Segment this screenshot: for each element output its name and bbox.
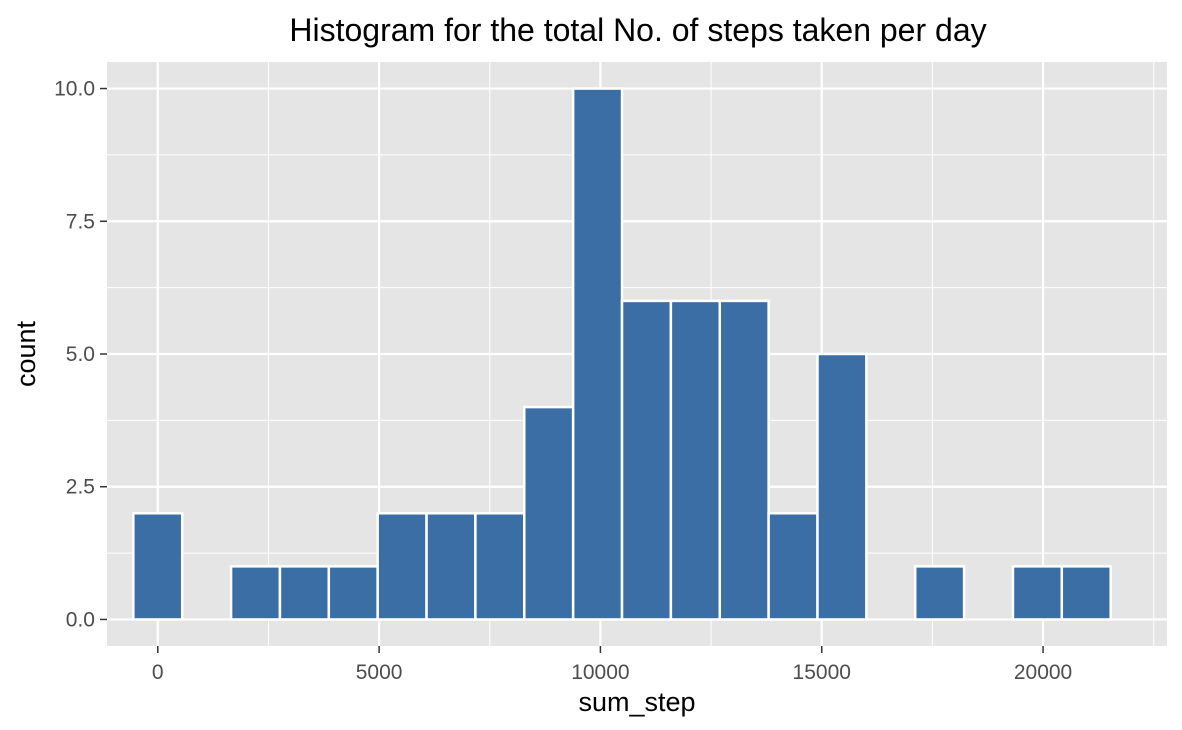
histogram-bar [425,512,477,621]
x-axis-label: sum_step [578,687,695,717]
y-axis-label: count [11,320,41,387]
x-tick-label: 10000 [571,661,629,684]
histogram-bar [1011,565,1064,621]
y-tick-label: 10.0 [54,78,95,101]
y-tick-label: 0.0 [66,608,95,631]
y-tick-label: 5.0 [66,343,95,366]
histogram-bar [913,565,966,621]
y-tick-label: 7.5 [66,210,95,233]
x-axis-ticks: 0 5000 10000 15000 20000 [152,646,1072,684]
histogram-bar [767,512,819,621]
histogram-bar [278,565,331,621]
bars [132,87,1112,621]
histogram-bar [132,512,184,621]
chart-title: Histogram for the total No. of steps tak… [289,12,986,48]
y-tick-label: 2.5 [66,476,95,499]
histogram-bar [327,565,379,621]
histogram-bar [474,512,526,621]
histogram-bar [376,512,428,621]
histogram-bar [571,87,624,621]
y-axis-ticks: 0.0 2.5 5.0 7.5 10.0 [54,78,107,631]
histogram-bar [669,299,722,621]
x-tick-label: 20000 [1014,661,1072,684]
x-tick-label: 5000 [356,661,403,684]
x-tick-label: 0 [152,661,164,684]
histogram-bar [229,565,282,621]
x-tick-label: 15000 [793,661,851,684]
histogram-bar [718,299,770,621]
histogram-bar [1060,565,1112,621]
histogram-bar [523,405,575,621]
histogram-bar [620,299,673,621]
histogram-bar [816,352,868,621]
